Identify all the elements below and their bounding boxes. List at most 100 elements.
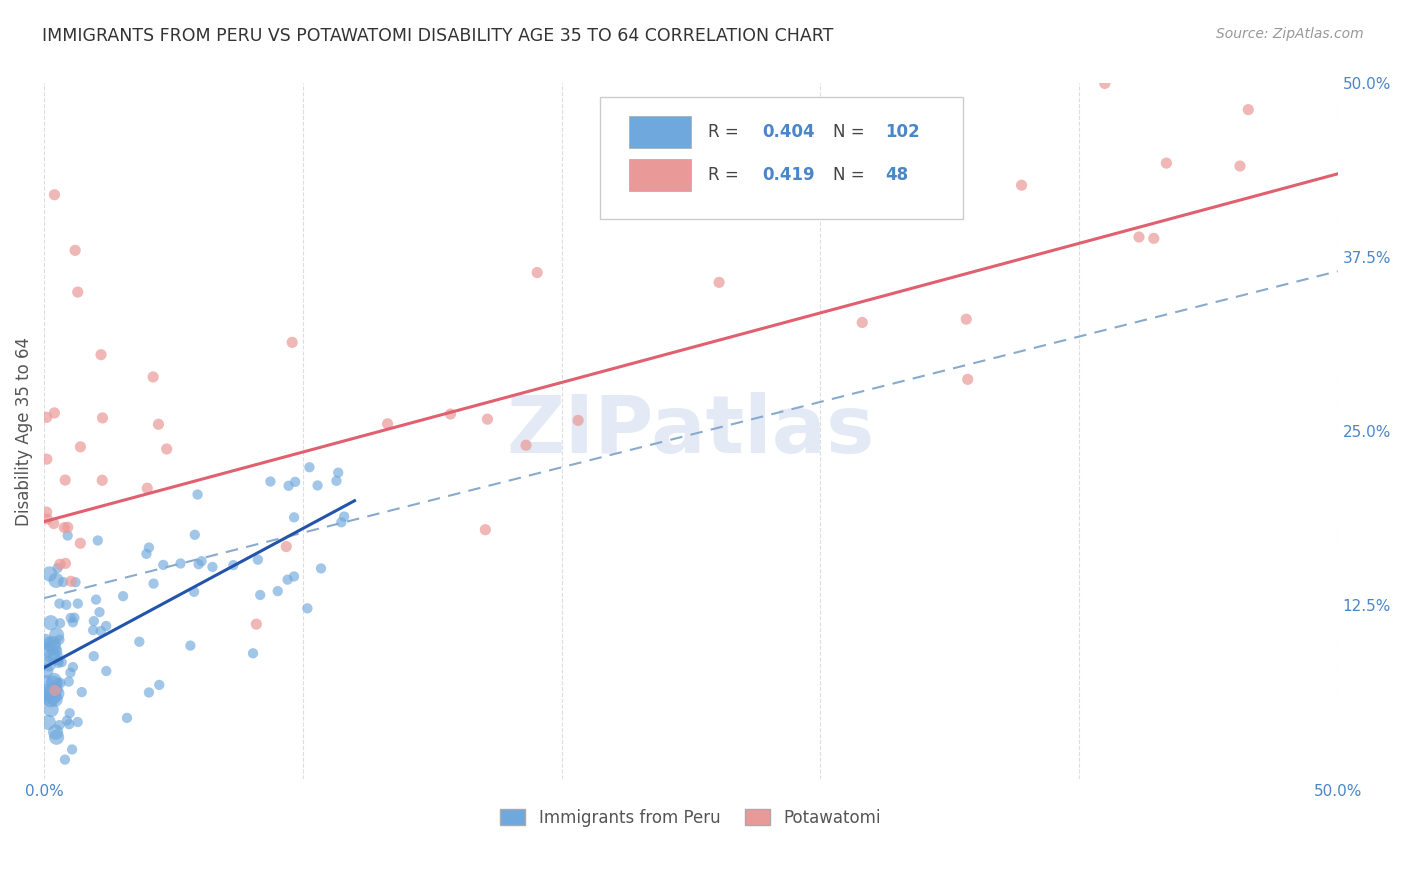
Point: [63, 610, 86, 624]
Point: [515, 438, 537, 452]
Point: [34, 690, 56, 705]
Point: [69, 440, 91, 454]
Point: [148, 678, 170, 692]
Point: [42, 690, 65, 704]
Point: [242, 646, 264, 660]
Point: [44, 649, 66, 664]
Point: [955, 312, 977, 326]
Point: [1128, 230, 1150, 244]
Point: [56, 520, 79, 534]
Point: [246, 552, 269, 566]
Point: [56, 714, 79, 728]
Text: R =: R =: [707, 123, 744, 141]
Point: [59, 611, 82, 625]
Point: [277, 573, 299, 587]
Point: [34, 634, 56, 648]
Point: [42, 516, 65, 531]
Point: [83, 649, 105, 664]
Point: [179, 639, 201, 653]
Point: [62, 615, 84, 630]
Point: [35, 688, 58, 702]
Point: [115, 711, 138, 725]
Point: [42, 640, 65, 655]
Point: [44, 682, 66, 697]
Point: [53, 521, 76, 535]
Point: [35, 410, 58, 425]
Point: [1156, 156, 1178, 170]
Point: [309, 561, 332, 575]
Point: [60, 742, 83, 756]
Point: [1094, 77, 1116, 91]
Point: [281, 335, 304, 350]
Point: [297, 601, 319, 615]
Point: [39, 692, 62, 706]
Point: [716, 199, 738, 213]
Point: [35, 452, 58, 467]
Point: [44, 406, 66, 420]
Point: [851, 315, 873, 329]
Point: [156, 442, 179, 456]
Point: [89, 605, 111, 619]
Point: [138, 685, 160, 699]
Point: [38, 657, 60, 671]
Point: [184, 528, 207, 542]
Point: [65, 575, 87, 590]
Point: [55, 598, 77, 612]
Point: [52, 574, 75, 589]
Point: [187, 487, 209, 501]
FancyBboxPatch shape: [628, 160, 690, 191]
Point: [63, 244, 86, 258]
Point: [377, 417, 399, 431]
Point: [38, 637, 60, 651]
Text: N =: N =: [834, 166, 865, 185]
Point: [46, 644, 69, 658]
Point: [731, 118, 754, 132]
Point: [136, 481, 159, 495]
Point: [38, 566, 60, 581]
Point: [83, 614, 105, 628]
Text: ZIPatlas: ZIPatlas: [506, 392, 875, 470]
Point: [39, 615, 62, 630]
Text: 102: 102: [884, 123, 920, 141]
Point: [58, 717, 80, 731]
Point: [55, 557, 77, 571]
Point: [259, 475, 281, 489]
Point: [567, 413, 589, 427]
Point: [96, 664, 118, 678]
Point: [45, 725, 67, 739]
Text: R =: R =: [707, 166, 744, 185]
Point: [187, 558, 209, 572]
Point: [45, 730, 67, 744]
Point: [45, 574, 67, 588]
Point: [307, 478, 329, 492]
Point: [325, 474, 347, 488]
Point: [66, 285, 89, 299]
Point: [49, 558, 72, 572]
Point: [526, 266, 548, 280]
Point: [283, 569, 305, 583]
Text: Source: ZipAtlas.com: Source: ZipAtlas.com: [1216, 27, 1364, 41]
Point: [249, 588, 271, 602]
Point: [298, 460, 321, 475]
Point: [48, 656, 70, 670]
Point: [59, 665, 82, 680]
Point: [58, 674, 80, 689]
Point: [35, 675, 58, 690]
Point: [477, 412, 499, 426]
Point: [49, 616, 72, 631]
Point: [87, 533, 110, 548]
Point: [34, 685, 56, 699]
Point: [222, 558, 245, 573]
Point: [44, 187, 66, 202]
Point: [44, 692, 66, 706]
Point: [135, 547, 157, 561]
Point: [1229, 159, 1251, 173]
Point: [284, 475, 307, 489]
Point: [112, 589, 135, 603]
Point: [956, 372, 979, 386]
Point: [276, 540, 298, 554]
Point: [37, 512, 59, 526]
Point: [283, 510, 305, 524]
Point: [1143, 231, 1166, 245]
Point: [138, 541, 160, 555]
